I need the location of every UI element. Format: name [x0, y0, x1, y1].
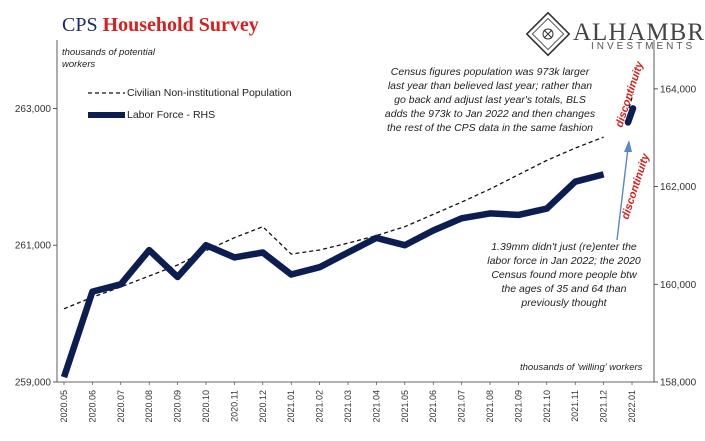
- annotation-arrow: [616, 140, 632, 241]
- x-tick-label: 2020.08: [144, 390, 154, 423]
- x-tick-label: 2021.12: [599, 390, 609, 423]
- x-tick-label: 2021.04: [371, 390, 381, 423]
- series-population-line: [63, 136, 604, 310]
- right-unit-label: thousands of 'willing' workers: [520, 362, 643, 373]
- x-tick-label: 2021.10: [542, 390, 552, 423]
- brand-name: ALHAMBRA: [573, 19, 705, 46]
- x-tick-label: 2020.11: [229, 390, 239, 422]
- labor-line-4: the ages of 35 and 64 than: [502, 283, 627, 295]
- left-tick-label: 263,000: [15, 104, 52, 115]
- labor-line-3: Census found more people btw: [491, 269, 638, 281]
- legend-label-population: Civilian Non-institutional Population: [127, 87, 292, 99]
- x-tick-label: 2021.09: [513, 390, 523, 423]
- x-tick-label: 2021.11: [570, 390, 580, 422]
- census-line-5: the rest of the CPS data in the same fas…: [387, 122, 593, 134]
- series-population-jan2022-segment: [628, 93, 634, 109]
- left-tick-label: 259,000: [15, 378, 52, 389]
- series-labor-force-jan2022-segment: [624, 105, 637, 126]
- labor-line-1: 1.39mm didn't just (re)enter the: [491, 241, 637, 253]
- census-line-3: go back and adjust last year's totals, B…: [394, 94, 586, 106]
- x-tick-label: 2021.07: [457, 390, 467, 423]
- census-annotation: Census figures population was 973k large…: [385, 66, 596, 134]
- brand-subtitle: INVESTMENTS: [591, 41, 695, 52]
- right-tick-label: 164,000: [660, 84, 697, 95]
- right-tick-label: 162,000: [660, 182, 697, 193]
- x-tick-label: 2022.01: [627, 390, 637, 423]
- x-tick-label: 2021.08: [485, 390, 495, 423]
- x-tick-label: 2020.12: [258, 390, 268, 423]
- x-tick-label: 2020.10: [201, 390, 211, 423]
- right-tick-label: 158,000: [660, 378, 697, 389]
- chart-title: CPS Household Survey: [62, 14, 259, 36]
- left-axis: 259,000 261,000 263,000: [15, 104, 57, 389]
- legend: Civilian Non-institutional Population La…: [88, 87, 292, 121]
- x-tick-label: 2021.06: [428, 390, 438, 423]
- x-tick-label: 2020.06: [87, 390, 97, 423]
- x-tick-label: 2021.02: [315, 390, 325, 423]
- x-tick-label: 2020.05: [59, 390, 69, 423]
- labor-annotation: 1.39mm didn't just (re)enter the labor f…: [487, 241, 641, 309]
- census-line-4: adds the 973k to Jan 2022 and then chang…: [385, 108, 596, 120]
- x-axis: 2020.05 2020.06 2020.07 2020.08 2020.09 2020.…: [59, 382, 637, 423]
- left-unit-line1: thousands of potential: [62, 47, 156, 58]
- series-labor-force-line: [60, 171, 605, 379]
- census-line-1: Census figures population was 973k large…: [391, 66, 590, 78]
- labor-line-2: labor force in Jan 2022; the 2020: [487, 255, 641, 267]
- left-tick-label: 261,000: [15, 241, 52, 252]
- x-tick-label: 2020.09: [173, 390, 183, 423]
- legend-label-labor: Labor Force - RHS: [127, 109, 215, 121]
- right-axis: 158,000 160,000 162,000 164,000: [654, 84, 697, 389]
- x-tick-label: 2021.05: [400, 390, 410, 423]
- alhambra-logo: ALHAMBRA INVESTMENTS: [525, 11, 705, 57]
- census-line-2: last year than believed last year; rathe…: [388, 80, 592, 92]
- x-tick-label: 2021.03: [343, 390, 353, 423]
- series-layer: [60, 93, 637, 379]
- right-tick-label: 160,000: [660, 280, 697, 291]
- left-unit-line2: workers: [62, 59, 96, 70]
- labor-line-5: previously thought: [520, 297, 607, 309]
- discontinuity-label-lower: discontinuity: [619, 151, 652, 221]
- x-tick-label: 2021.01: [286, 390, 296, 423]
- x-tick-label: 2020.07: [116, 390, 126, 423]
